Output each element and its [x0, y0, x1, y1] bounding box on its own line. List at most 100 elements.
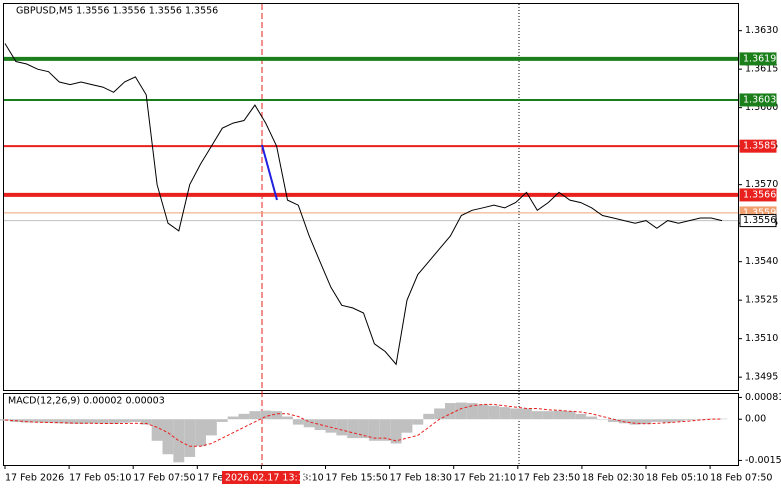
histogram-bar: [607, 419, 619, 422]
histogram-bar: [564, 411, 576, 420]
indicator-title: MACD(12,26,9) 0.00002 0.00003: [8, 396, 165, 407]
histogram-bar: [129, 419, 141, 422]
histogram-bar: [97, 419, 109, 424]
histogram-bar: [271, 411, 283, 420]
histogram-bar: [618, 419, 630, 424]
histogram-bar: [716, 418, 728, 420]
level-label: 1.3556: [743, 215, 776, 226]
histogram-bar: [108, 419, 120, 424]
histogram-bar: [662, 419, 674, 423]
histogram-bar: [434, 408, 445, 420]
y-tick-label: 1.3600: [745, 102, 778, 113]
x-tick-label: 17 Feb 23:50: [518, 473, 580, 484]
x-tick-label: 17 Feb 05:10: [69, 473, 131, 484]
histogram-bar: [694, 418, 706, 420]
histogram-bar: [53, 419, 65, 424]
histogram-bar: [477, 404, 489, 420]
histogram-bar: [282, 416, 293, 420]
price-panel: [3, 3, 739, 391]
histogram-bar: [597, 419, 608, 420]
x-tick-label: 17 Feb 15:50: [326, 473, 388, 484]
x-tick-label: 18 Feb 02:30: [582, 473, 644, 484]
histogram-bar: [683, 419, 695, 421]
histogram-bar: [368, 419, 380, 441]
histogram-bar: [423, 413, 435, 420]
histogram-bar: [205, 419, 217, 436]
y-tick-label: 1.3540: [745, 256, 778, 267]
histogram-bar: [64, 419, 76, 424]
histogram-bar: [347, 419, 359, 439]
histogram-bar: [314, 419, 326, 430]
macd-panel: [3, 393, 739, 466]
histogram-bar: [162, 419, 174, 455]
level-label: 1.3566: [743, 189, 776, 200]
x-tick-label: 17 Feb 18:30: [390, 473, 452, 484]
level-label-box: [739, 188, 777, 202]
histogram-bar: [21, 419, 33, 423]
histogram-bar: [227, 416, 239, 420]
y-tick-label: 1.3510: [745, 333, 778, 344]
histogram-bar: [673, 419, 684, 422]
level-label-box: [739, 139, 777, 153]
histogram-bar: [43, 419, 54, 423]
level-label-box: [739, 214, 777, 228]
level-label: 1.3619: [743, 53, 776, 64]
histogram-bar: [119, 419, 130, 423]
histogram-bar: [542, 411, 554, 420]
histogram-bar: [488, 405, 500, 420]
histogram-bar: [379, 419, 391, 441]
histogram-bar: [553, 410, 565, 420]
level-label: 1.3585: [743, 141, 776, 152]
histogram-bar: [358, 419, 369, 439]
histogram-bar: [195, 419, 206, 447]
layer: 1.36301.36151.36001.35851.35701.35551.35…: [0, 4, 781, 484]
histogram-bar: [292, 419, 304, 425]
trend-drawing: [261, 144, 278, 201]
histogram-bar: [151, 419, 163, 441]
x-tick-label: 17 Feb 2026: [5, 473, 64, 484]
x-tick-label: 17 Feb 21:10: [454, 473, 516, 484]
y-tick-label: -0.00153: [745, 455, 781, 466]
y-tick-label: 1.3630: [745, 25, 778, 36]
histogram-bar: [640, 419, 652, 425]
y-tick-label: 0.00081: [745, 392, 781, 403]
y-tick-label: 1.3615: [745, 64, 778, 75]
chart-title: GBPUSD,M5 1.3556 1.3556 1.3556 1.3556: [16, 6, 218, 17]
y-tick-label: 1.3525: [745, 295, 778, 306]
histogram-bar: [336, 419, 348, 436]
x-tick-label: 18 Feb 07:50: [710, 473, 772, 484]
histogram-bar: [531, 411, 543, 420]
histogram-bar: [651, 419, 663, 422]
histogram-bar: [249, 411, 261, 420]
x-tick-label: 17 Feb 07:50: [133, 473, 195, 484]
histogram-bar: [705, 418, 717, 420]
histogram-bar: [586, 416, 598, 420]
histogram-bar: [466, 403, 478, 420]
level-label: 1.3559: [743, 207, 776, 218]
histogram-bar: [303, 419, 315, 428]
histogram-bar: [32, 419, 44, 423]
cursor-label: 2026.02.17 13:15: [225, 473, 310, 484]
histogram-bar: [401, 419, 413, 433]
level-label-box: [739, 52, 777, 66]
price-line: [4, 43, 723, 366]
histogram-bar: [173, 419, 185, 463]
histogram-bar: [575, 413, 587, 420]
histogram-bar: [510, 408, 522, 420]
histogram-bar: [75, 419, 87, 424]
level-label: 1.3603: [743, 94, 776, 105]
y-tick-label: 0.00: [745, 414, 766, 425]
histogram-bar: [444, 403, 456, 420]
y-tick-label: 1.3495: [745, 372, 778, 383]
histogram-bar: [260, 410, 272, 420]
histogram-bar: [86, 419, 98, 424]
histogram-bar: [629, 419, 641, 425]
histogram-bar: [140, 419, 152, 425]
level-label-box: [739, 93, 777, 107]
histogram-bar: [390, 419, 402, 444]
histogram-bar: [455, 402, 467, 420]
histogram-bar: [412, 419, 424, 425]
histogram-bar: [325, 419, 337, 433]
